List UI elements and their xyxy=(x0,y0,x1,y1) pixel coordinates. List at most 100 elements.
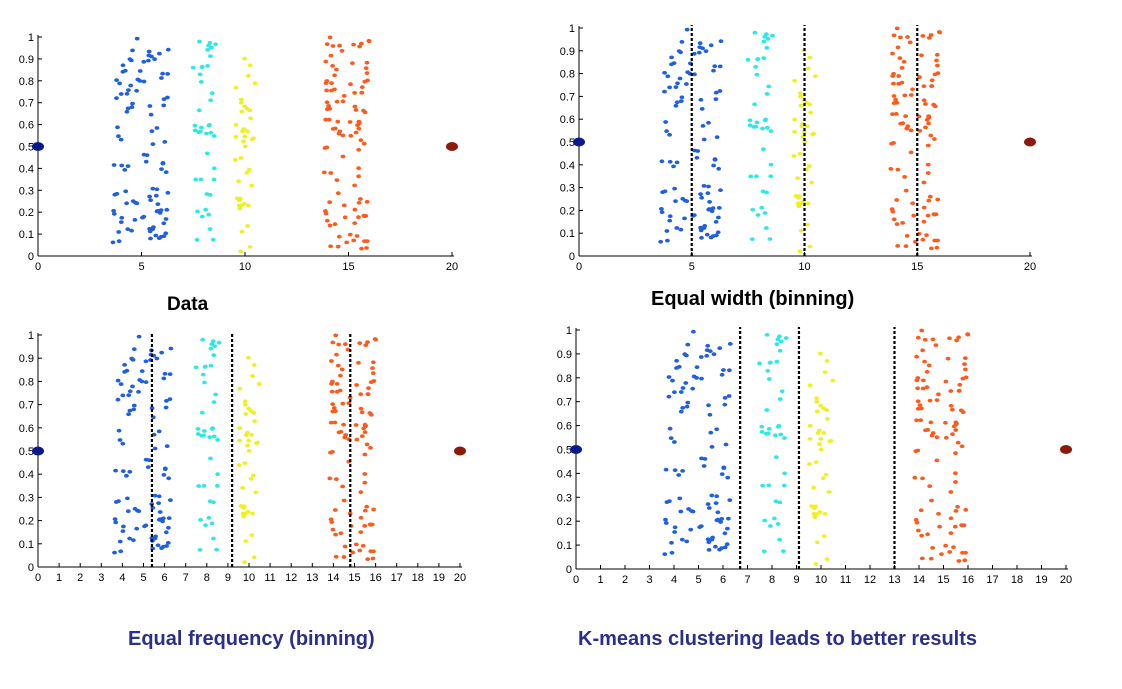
data-point-orange xyxy=(923,102,928,106)
data-point-blue xyxy=(713,97,719,102)
data-point-blue xyxy=(672,440,677,444)
data-point-blue xyxy=(112,517,118,521)
data-point-yellow xyxy=(246,438,252,443)
data-point-blue xyxy=(667,85,672,90)
data-point-orange xyxy=(920,237,926,242)
data-point-blue xyxy=(167,397,173,401)
data-point-orange xyxy=(358,392,364,397)
data-point-blue xyxy=(685,342,691,347)
data-point-orange xyxy=(370,556,376,561)
data-point-blue xyxy=(707,412,713,417)
data-point-blue xyxy=(714,518,720,523)
data-point-yellow xyxy=(796,196,801,200)
data-point-cyan xyxy=(754,120,760,125)
data-point-orange xyxy=(338,531,344,536)
data-point-blue xyxy=(694,155,700,160)
data-point-orange xyxy=(336,430,342,435)
data-point-blue xyxy=(692,72,697,77)
data-point-blue xyxy=(726,394,732,398)
data-point-blue xyxy=(127,57,133,62)
data-point-orange xyxy=(947,336,952,341)
data-point-orange xyxy=(358,530,364,534)
x-tick-label: 0 xyxy=(35,572,41,584)
data-point-blue xyxy=(124,473,129,478)
data-point-orange xyxy=(917,403,923,408)
data-point-blue xyxy=(139,369,145,373)
data-point-orange xyxy=(930,431,936,435)
data-point-blue xyxy=(713,544,718,549)
y-tick-label: 0.6 xyxy=(557,421,572,433)
data-point-blue xyxy=(156,517,162,522)
data-point-blue xyxy=(154,187,160,192)
data-point-blue xyxy=(659,207,664,211)
data-point-yellow xyxy=(243,539,249,543)
data-point-yellow xyxy=(242,56,247,61)
data-point-blue xyxy=(710,234,716,239)
data-point-blue xyxy=(143,380,149,384)
data-point-yellow xyxy=(242,461,248,465)
data-point-blue xyxy=(707,200,712,204)
data-point-orange xyxy=(918,508,924,513)
data-point-blue xyxy=(114,191,120,196)
chart-panel-4: 00.10.20.30.40.50.60.70.80.910 1 2 3 4 5 6 7 8 9 1… xyxy=(557,325,1072,586)
data-point-orange xyxy=(345,347,351,352)
y-tick-label: 0.7 xyxy=(19,98,34,110)
data-point-blue xyxy=(166,476,172,481)
data-point-blue xyxy=(680,386,686,390)
data-point-blue xyxy=(137,69,143,73)
x-tick-label: 15 xyxy=(911,261,923,273)
data-point-orange xyxy=(903,244,909,249)
data-point-blue xyxy=(712,64,718,69)
data-point-blue xyxy=(698,355,704,359)
data-point-yellow xyxy=(807,55,813,60)
data-point-orange xyxy=(888,167,894,171)
data-point-orange xyxy=(920,348,925,353)
data-point-yellow xyxy=(251,410,257,415)
data-point-yellow xyxy=(826,490,832,494)
data-point-blue xyxy=(156,501,162,505)
data-point-orange xyxy=(356,121,362,126)
data-point-cyan xyxy=(215,484,220,488)
data-point-orange xyxy=(362,452,368,457)
data-point-blue xyxy=(708,430,714,435)
data-point-blue xyxy=(685,400,691,405)
data-point-orange xyxy=(371,507,376,512)
data-point-blue xyxy=(710,206,716,211)
data-point-yellow xyxy=(251,363,257,367)
data-point-blue xyxy=(163,170,169,175)
data-point-orange xyxy=(965,332,970,337)
data-point-blue xyxy=(116,134,121,139)
data-point-orange xyxy=(921,84,927,89)
data-point-yellow xyxy=(245,443,251,448)
data-point-cyan xyxy=(193,365,199,370)
data-point-orange xyxy=(328,450,333,455)
data-point-yellow xyxy=(237,198,242,203)
data-point-orange xyxy=(928,33,934,37)
data-point-blue xyxy=(142,524,147,529)
data-point-orange xyxy=(901,59,907,64)
data-point-blue xyxy=(161,97,167,102)
data-point-orange xyxy=(943,543,948,548)
data-point-orange xyxy=(350,550,356,555)
data-point-blue xyxy=(674,358,679,363)
data-point-blue xyxy=(158,234,164,239)
data-point-orange xyxy=(335,191,341,196)
data-point-orange xyxy=(894,222,900,227)
data-point-cyan xyxy=(759,430,765,434)
data-point-orange xyxy=(356,215,361,220)
data-point-cyan xyxy=(202,380,207,385)
data-point-cyan xyxy=(766,427,772,431)
data-point-yellow xyxy=(791,154,797,158)
data-point-blue xyxy=(156,494,162,499)
data-point-cyan xyxy=(755,57,761,61)
data-point-cyan xyxy=(777,348,783,353)
data-point-orange xyxy=(953,509,959,513)
data-point-yellow xyxy=(821,431,827,435)
data-point-orange xyxy=(372,337,378,341)
data-point-cyan xyxy=(193,177,199,182)
data-point-orange xyxy=(948,490,954,494)
outlier-point-darkred xyxy=(454,446,466,456)
data-point-blue xyxy=(667,218,673,223)
data-point-blue xyxy=(118,92,124,96)
